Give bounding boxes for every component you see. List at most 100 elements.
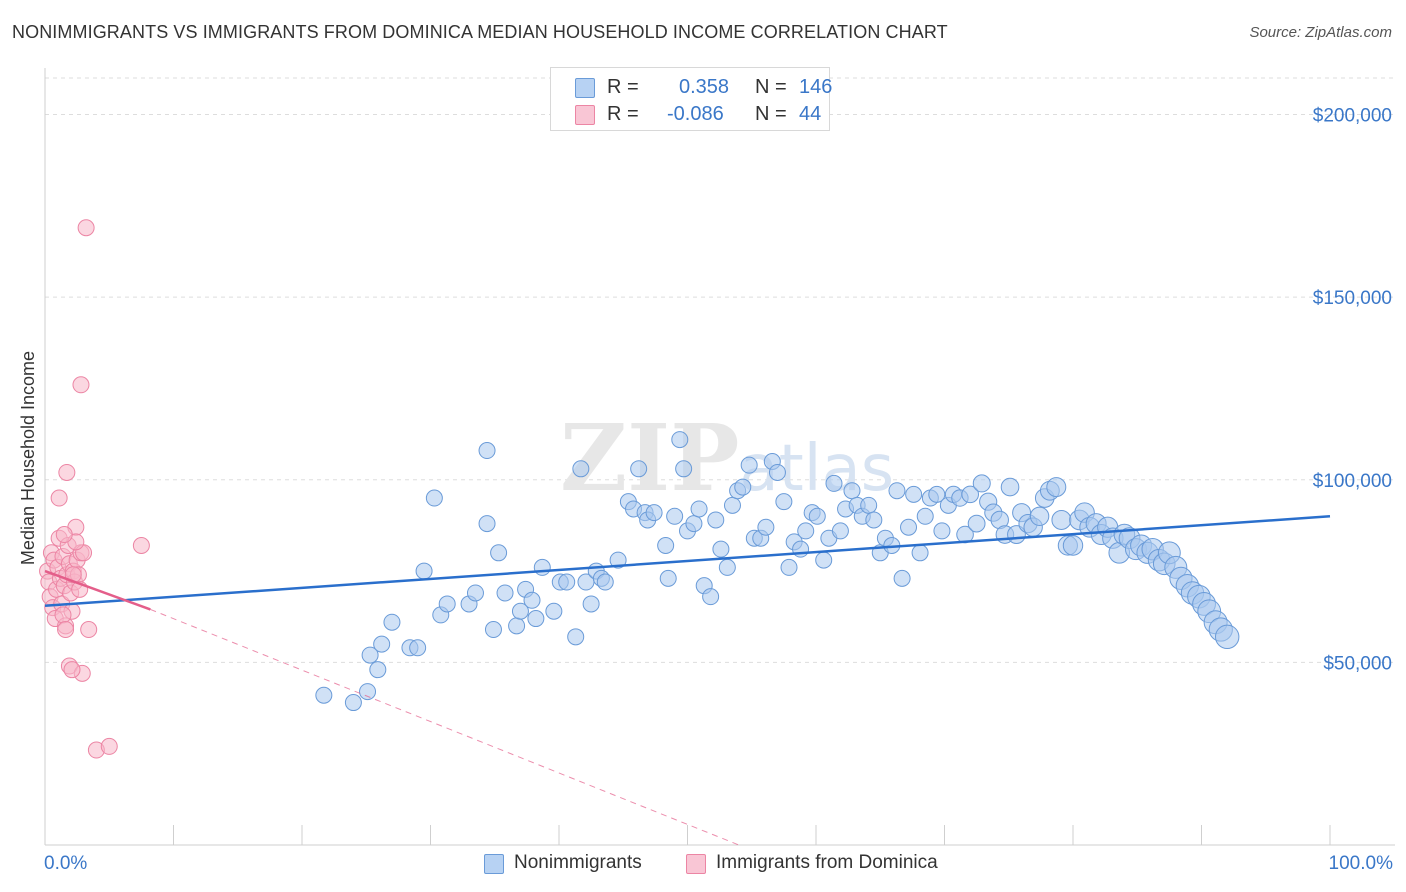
nonimmigrant-point: [685, 515, 703, 533]
nonimmigrant-point: [928, 485, 946, 503]
nonimmigrant-point: [508, 617, 526, 635]
nonimmigrant-point: [718, 558, 736, 576]
nonimmigrant-point: [967, 514, 986, 533]
immigrant-point: [80, 621, 98, 639]
nonimmigrant-point: [361, 646, 379, 664]
nonimmigrant-point: [533, 558, 551, 576]
nonimmigrant-point: [972, 474, 991, 493]
nonimmigrant-point: [383, 613, 401, 631]
bottom-legend-swatch-blue: [484, 854, 504, 874]
nonimmigrant-point: [707, 511, 725, 529]
immigrant-point: [77, 219, 95, 237]
nonimmigrant-point: [527, 610, 545, 628]
legend-n-value: 44: [799, 103, 822, 125]
nonimmigrant-point: [900, 518, 918, 536]
nonimmigrant-point: [916, 507, 934, 525]
legend-r-label: R =: [607, 103, 639, 125]
nonimmigrant-point: [666, 507, 684, 525]
trend-layer: [44, 515, 1331, 846]
nonimmigrant-point: [645, 504, 663, 522]
nonimmigrant-point: [905, 485, 923, 503]
nonimmigrant-point: [815, 551, 833, 569]
nonimmigrant-point: [315, 686, 333, 704]
nonimmigrant-point: [911, 544, 929, 562]
nonimmigrant-point: [1029, 506, 1050, 526]
nonimmigrant-point: [438, 595, 456, 613]
nonimmigrant-point: [596, 573, 614, 591]
nonimmigrant-point: [478, 515, 496, 533]
nonimmigrant-point: [659, 569, 677, 587]
nonimmigrant-point: [511, 602, 529, 620]
nonimmigrant-point: [675, 460, 693, 478]
nonimmigrant-point: [344, 694, 362, 712]
nonimmigrant-point: [1215, 624, 1240, 650]
y-axis-title: Median Household Income: [18, 351, 38, 565]
nonimmigrant-point: [567, 628, 585, 646]
nonimmigrant-point: [843, 482, 861, 500]
nonimmigrant-point: [490, 544, 508, 562]
bottom-legend-swatch-pink: [686, 854, 706, 874]
immigrant-point: [57, 621, 75, 639]
label-layer: $50,000 $100,000 $150,000 $200,000 0.0% 100.0…: [18, 106, 1393, 874]
immigrant-point: [54, 606, 72, 624]
nonimmigrant-point: [797, 522, 815, 540]
nonimmigrant-point: [888, 482, 906, 500]
bottom-legend-label: Nonimmigrants: [514, 852, 642, 873]
chart-title: NONIMMIGRANTS VS IMMIGRANTS FROM DOMINIC…: [12, 22, 948, 42]
immigrant-point: [100, 737, 118, 755]
source-label: Source: ZipAtlas.com: [1249, 24, 1392, 41]
nonimmigrant-point: [865, 511, 883, 529]
nonimmigrant-point: [609, 551, 627, 569]
nonimmigrant-point: [671, 431, 689, 449]
nonimmigrant-point: [558, 573, 576, 591]
grid-layer: [45, 77, 1395, 663]
immigrant-trendline: [44, 569, 151, 611]
immigrant-point: [58, 463, 76, 481]
nonimmigrant-point: [373, 635, 391, 653]
legend-swatch-pink: [575, 105, 595, 125]
nonimmigrant-point: [808, 507, 826, 525]
nonimmigrant-point: [484, 621, 502, 639]
axis-layer: [44, 68, 1395, 846]
legend-n-label: N =: [755, 103, 787, 125]
nonimmigrant-point: [478, 442, 496, 460]
immigrant-trendline-extension: [150, 608, 740, 846]
nonimmigrant-point: [630, 460, 648, 478]
nonimmigrant-point: [359, 683, 377, 701]
nonimmigrant-point: [712, 540, 730, 558]
nonimmigrant-point: [572, 460, 590, 478]
nonimmigrant-point: [496, 584, 514, 602]
y-tick-label: $100,000: [1313, 471, 1392, 492]
legend-n-value: 146: [799, 76, 833, 98]
legend-r-label: R =: [607, 76, 639, 98]
immigrant-point: [132, 537, 150, 555]
nonimmigrant-point: [415, 562, 433, 580]
nonimmigrant-point: [734, 478, 752, 496]
nonimmigrant-point: [780, 558, 798, 576]
y-tick-label: $200,000: [1313, 106, 1392, 127]
nonimmigrant-point: [933, 522, 951, 540]
x-tick-label: 0.0%: [44, 853, 87, 874]
nonimmigrant-point: [545, 602, 563, 620]
immigrant-point: [55, 526, 73, 544]
nonimmigrant-point: [425, 489, 443, 507]
nonimmigrant-trendline: [44, 515, 1331, 608]
nonimmigrant-point: [369, 661, 387, 679]
nonimmigrant-point: [690, 500, 708, 518]
nonimmigrant-point: [775, 493, 793, 511]
nonimmigrant-point: [523, 591, 541, 609]
y-tick-label: $50,000: [1323, 653, 1392, 674]
nonimmigrant-point: [860, 496, 878, 514]
nonimmigrant-point: [582, 595, 600, 613]
nonimmigrant-point: [1051, 509, 1072, 530]
legend-swatch-blue: [575, 78, 595, 98]
legend-r-value: 0.358: [679, 76, 730, 98]
nonimmigrant-point: [825, 474, 843, 492]
nonimmigrant-point: [657, 537, 675, 555]
nonimmigrant-point: [409, 639, 427, 657]
nonimmigrant-point: [1062, 535, 1084, 556]
immigrant-point: [72, 376, 90, 394]
watermark: ZIPatlas: [560, 404, 894, 512]
nonimmigrant-point: [466, 584, 484, 602]
